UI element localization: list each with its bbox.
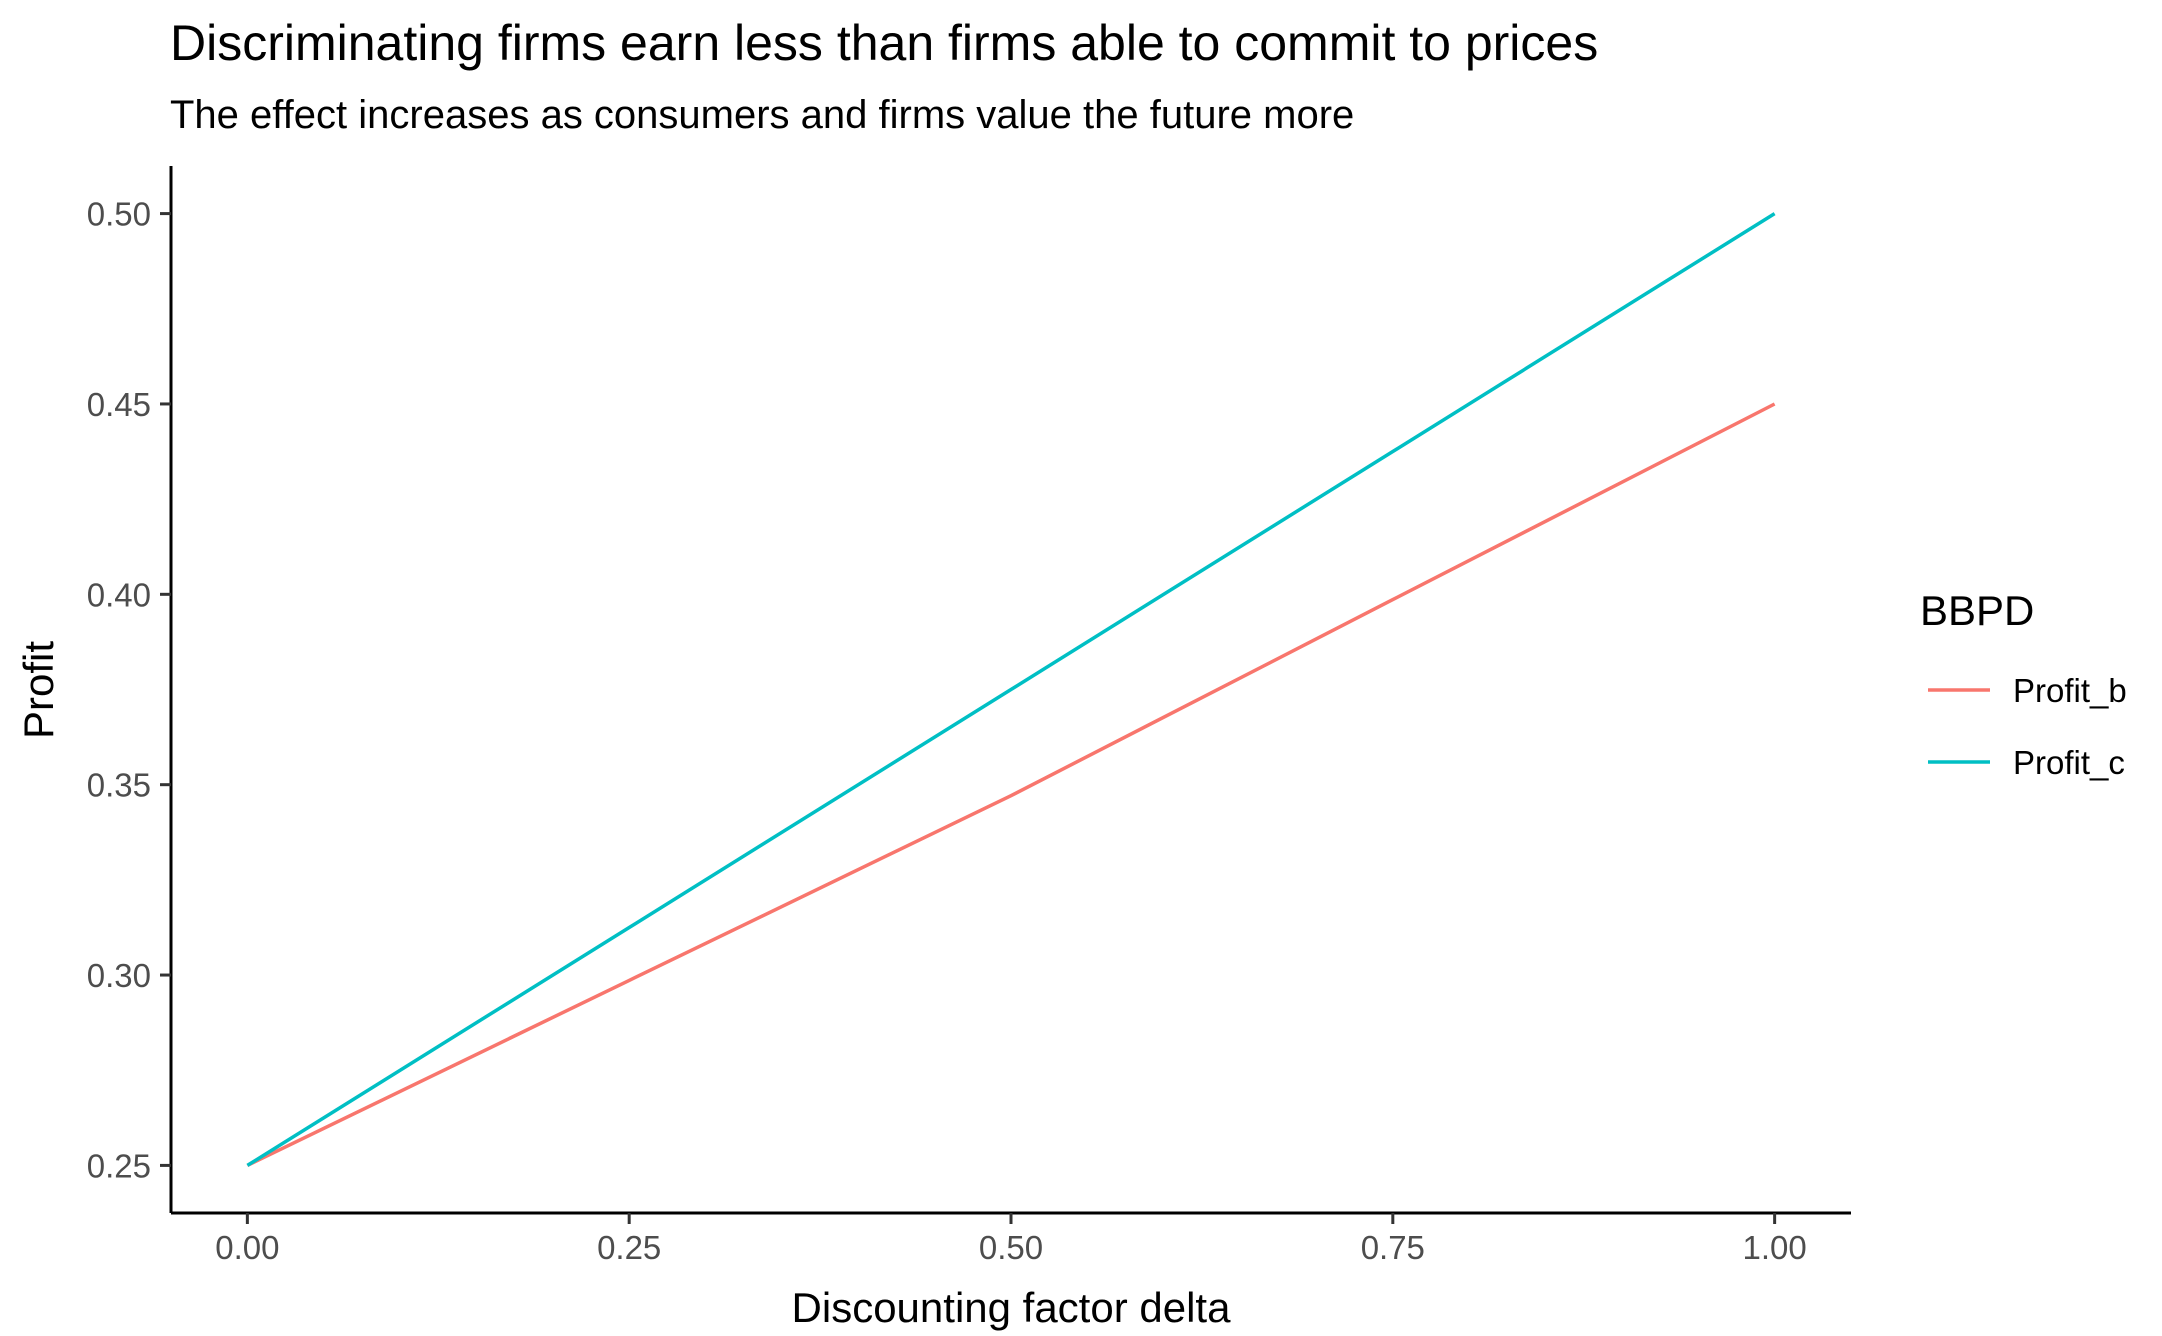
series-line-profit-c (246, 212, 1776, 1167)
x-axis-ticks: 0.00 0.25 0.50 0.75 1.00 (215, 1213, 1807, 1266)
y-axis-ticks: 0.25 0.30 0.35 0.40 0.45 0.50 (87, 196, 171, 1184)
x-tick-label: 0.25 (597, 1229, 661, 1266)
series-layer (246, 212, 1776, 1167)
y-tick-label: 0.50 (87, 196, 151, 233)
y-tick-label: 0.40 (87, 576, 151, 613)
x-tick-label: 1.00 (1743, 1229, 1807, 1266)
legend: BBPD Profit_b Profit_c (1920, 587, 2127, 781)
legend-label: Profit_b (2013, 672, 2127, 709)
y-tick-label: 0.35 (87, 767, 151, 804)
y-axis-title: Profit (15, 641, 62, 739)
x-tick-label: 0.75 (1361, 1229, 1425, 1266)
x-axis-title: Discounting factor delta (792, 1284, 1232, 1331)
y-tick-label: 0.30 (87, 957, 151, 994)
legend-items: Profit_b Profit_c (1928, 672, 2127, 781)
y-tick-label: 0.25 (87, 1147, 151, 1184)
x-tick-label: 0.00 (215, 1229, 279, 1266)
x-tick-label: 0.50 (979, 1229, 1043, 1266)
legend-title: BBPD (1920, 587, 2034, 634)
series-line-profit-b (246, 402, 1776, 1167)
legend-label: Profit_c (2013, 744, 2125, 781)
y-tick-label: 0.45 (87, 386, 151, 423)
chart-title: Discriminating firms earn less than firm… (170, 15, 1598, 71)
chart-subtitle: The effect increases as consumers and fi… (170, 93, 1354, 137)
